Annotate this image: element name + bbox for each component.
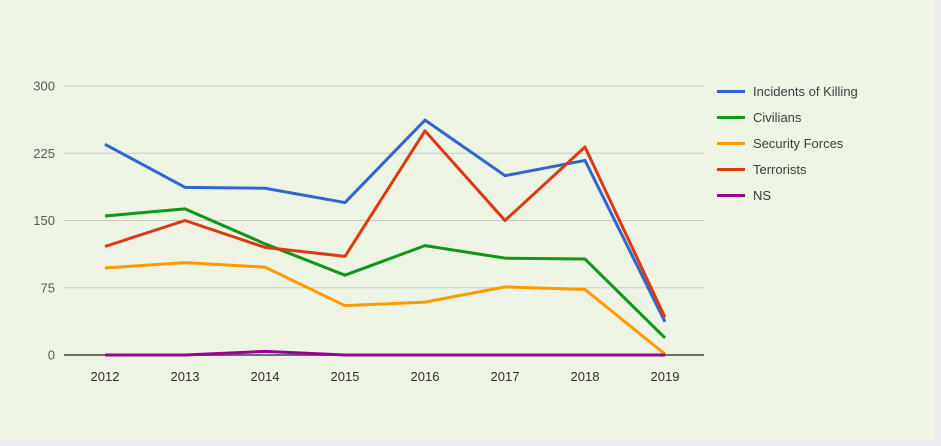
legend-item-civilians: Civilians <box>717 110 858 125</box>
series-line-incidents-of-killing <box>104 118 667 323</box>
series-line-ns <box>105 349 665 357</box>
legend-label: Civilians <box>753 110 802 125</box>
x-axis-tick-label: 2012 <box>91 369 120 384</box>
legend-label: Terrorists <box>753 162 807 177</box>
x-axis-tick-label: 2013 <box>171 369 200 384</box>
y-axis-tick-label: 300 <box>33 79 55 94</box>
legend-swatch-terrorists <box>717 168 745 171</box>
x-axis-tick-label: 2017 <box>491 369 520 384</box>
x-axis-tick-label: 2016 <box>411 369 440 384</box>
legend-label: NS <box>753 188 772 203</box>
y-axis-tick-label: 225 <box>33 146 55 161</box>
x-axis-tick-label: 2019 <box>651 369 680 384</box>
legend-label: Incidents of Killing <box>753 84 858 99</box>
x-axis-tick-label: 2018 <box>571 369 600 384</box>
legend-item-terrorists: Terrorists <box>717 162 858 177</box>
legend-swatch-security-forces <box>717 142 745 145</box>
legend-item-incidents-of-killing: Incidents of Killing <box>717 84 858 99</box>
series-line-terrorists <box>104 129 667 318</box>
legend-swatch-incidents-of-killing <box>717 90 745 93</box>
x-axis-tick-label: 2014 <box>251 369 280 384</box>
y-axis-tick-label: 150 <box>33 213 55 228</box>
legend-swatch-ns <box>717 194 745 197</box>
series-line-security-forces <box>104 261 666 356</box>
legend-item-ns: NS <box>717 188 858 203</box>
y-axis-tick-label: 0 <box>48 348 55 363</box>
legend-swatch-civilians <box>717 116 745 119</box>
chart-legend: Incidents of Killing Civilians Security Fo… <box>717 84 858 203</box>
legend-label: Security Forces <box>753 136 844 151</box>
x-axis-tick-label: 2015 <box>331 369 360 384</box>
legend-item-security-forces: Security Forces <box>717 136 858 151</box>
series-line-civilians <box>104 207 667 340</box>
y-axis-tick-label: 75 <box>41 280 55 295</box>
